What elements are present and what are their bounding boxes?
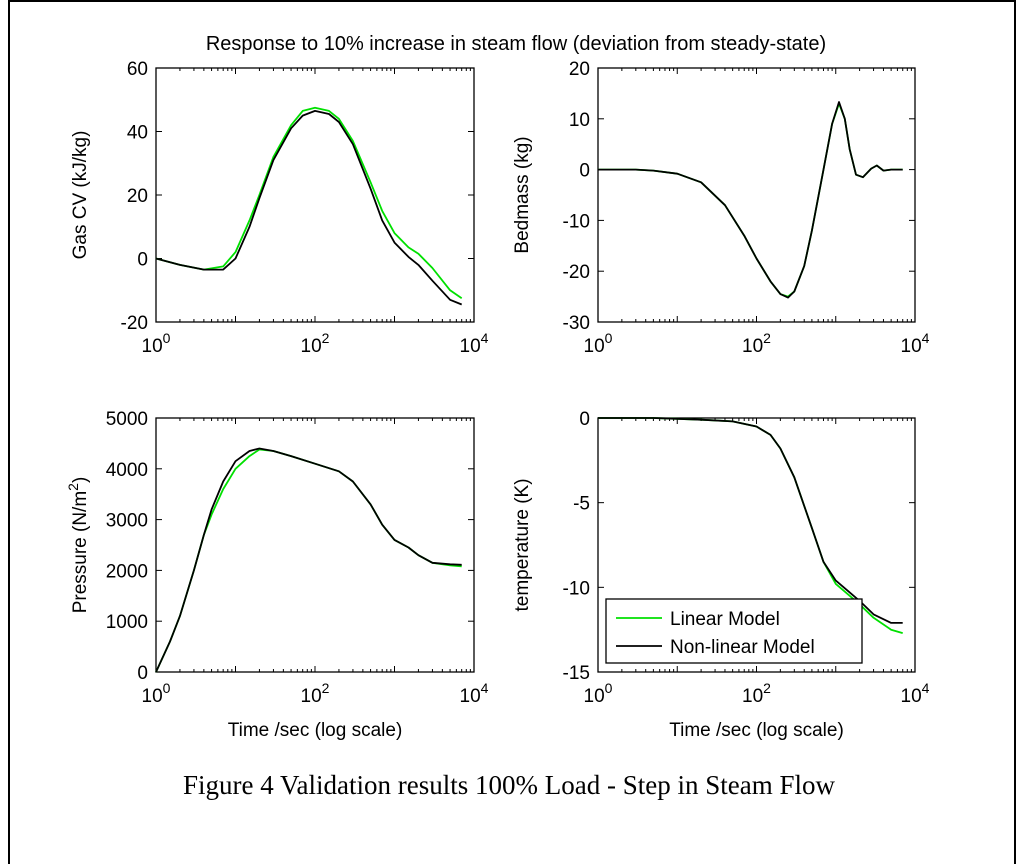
axes-box (155, 417, 475, 673)
series-line-non-linear-model (598, 101, 903, 299)
y-axis-label: Pressure (N/m2) (65, 477, 91, 614)
y-tick-label: -5 (573, 494, 590, 515)
x-tick-label: 104 (460, 330, 489, 357)
y-tick-label: 4000 (106, 460, 148, 481)
x-tick-label: 100 (142, 680, 171, 707)
series-line-linear-model (155, 448, 462, 673)
chart-panel-3: 0 1000 2000 3000 4000 5000 100 102 104 Time /sec … (65, 409, 489, 741)
chart-panel-1: -20 0 20 40 60 100 102 104 Gas CV (kJ/kg) (70, 59, 489, 357)
y-tick-label: 0 (137, 663, 148, 684)
series-line-non-linear-model (155, 110, 463, 306)
x-tick-label: 102 (742, 330, 771, 357)
y-tick-label: 2000 (106, 561, 148, 582)
axes-box (155, 67, 475, 323)
x-tick-label: 102 (742, 680, 771, 707)
y-tick-label: 0 (137, 250, 148, 271)
chart-panel-4: -15 -10 -5 0 100 102 104 Time /sec (log scale) t… (512, 409, 930, 741)
axes-box (597, 67, 916, 323)
legend-entry: Non-linear Model (670, 637, 815, 658)
y-tick-label: -10 (563, 211, 590, 232)
y-tick-label: 3000 (106, 511, 148, 532)
y-tick-label: -30 (563, 313, 590, 334)
y-axis-label: Gas CV (kJ/kg) (70, 131, 91, 260)
y-tick-label: 0 (579, 161, 590, 182)
y-axis-label: temperature (K) (512, 478, 533, 611)
series-line-non-linear-model (598, 417, 903, 624)
series-line-non-linear-model (155, 447, 462, 673)
x-tick-label: 100 (584, 330, 613, 357)
y-tick-label: -20 (121, 313, 148, 334)
x-axis-label: Time /sec (log scale) (228, 720, 403, 741)
y-tick-label: 1000 (106, 612, 148, 633)
series-line-linear-model (155, 106, 463, 299)
y-tick-label: 60 (127, 59, 148, 80)
figure-frame (8, 0, 1016, 864)
x-tick-label: 104 (901, 330, 930, 357)
x-axis-label: Time /sec (log scale) (669, 720, 844, 741)
y-tick-label: 40 (127, 123, 148, 144)
figure-title: Response to 10% increase in steam flow (… (206, 33, 826, 55)
y-tick-label: 20 (127, 186, 148, 207)
series-line-linear-model (598, 102, 903, 298)
legend: Linear Model Non-linear Model (605, 598, 863, 664)
legend-box (605, 598, 863, 664)
y-tick-label: -10 (563, 578, 590, 599)
y-tick-label: -15 (563, 663, 590, 684)
legend-entry: Linear Model (670, 609, 780, 630)
chart-panel-2: -30 -20 -10 0 10 20 100 102 104 Bedmass (kg) (512, 59, 930, 357)
x-tick-label: 102 (301, 680, 330, 707)
x-tick-label: 104 (460, 680, 489, 707)
y-tick-label: 10 (569, 110, 590, 131)
y-tick-label: 5000 (106, 409, 148, 430)
y-axis-label: Bedmass (kg) (512, 136, 533, 253)
x-tick-label: 100 (142, 330, 171, 357)
x-tick-label: 100 (584, 680, 613, 707)
y-tick-label: 0 (579, 409, 590, 430)
x-tick-label: 102 (301, 330, 330, 357)
y-tick-label: -20 (563, 262, 590, 283)
x-tick-label: 104 (901, 680, 930, 707)
y-tick-label: 20 (569, 59, 590, 80)
figure-caption: Figure 4 Validation results 100% Load - … (183, 770, 835, 800)
